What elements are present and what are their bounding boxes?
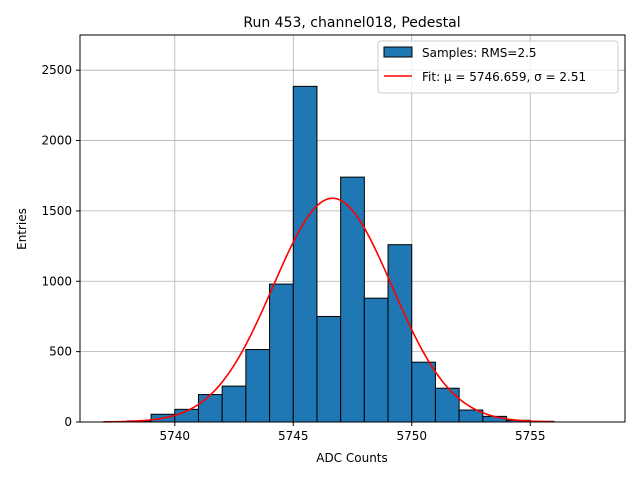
histogram-bar (245, 349, 271, 423)
legend-label-fit: Fit: μ = 5746.659, σ = 2.51 (422, 70, 586, 84)
y-tick-label: 1000 (41, 274, 72, 288)
y-axis-ticks: 0 500 1000 1500 2000 2500 (41, 63, 80, 429)
legend: Samples: RMS=2.5 Fit: μ = 5746.659, σ = … (377, 40, 619, 94)
y-tick-label: 0 (64, 415, 72, 429)
y-axis-label: Entries (15, 208, 29, 250)
histogram-bar (316, 315, 342, 423)
x-axis-ticks: 5740 5745 5750 5755 (160, 422, 546, 443)
histogram-bar (221, 385, 247, 423)
histogram-bar (411, 361, 436, 423)
histogram-bar (269, 283, 294, 423)
x-tick-label: 5745 (278, 429, 309, 443)
histogram-bar (387, 244, 413, 423)
y-tick-label: 500 (49, 345, 72, 359)
chart-title: Run 453, channel018, Pedestal (243, 15, 460, 31)
y-tick-label: 2000 (41, 134, 72, 148)
histogram-bar (434, 387, 460, 423)
histogram-bar (363, 297, 389, 423)
histogram-bar (197, 394, 223, 423)
fit-curve-group (103, 197, 554, 423)
legend-box (377, 40, 619, 94)
fit-curve (103, 197, 554, 423)
y-tick-label: 2500 (41, 63, 72, 77)
x-tick-label: 5755 (515, 429, 546, 443)
histogram-bar (292, 85, 318, 423)
x-tick-label: 5740 (160, 429, 191, 443)
x-tick-label: 5750 (396, 429, 427, 443)
histogram-bar (340, 176, 365, 423)
plot-frame (79, 34, 626, 423)
legend-label-samples: Samples: RMS=2.5 (422, 46, 537, 60)
y-tick-label: 1500 (41, 204, 72, 218)
x-axis-label: ADC Counts (316, 451, 388, 465)
legend-swatch-samples (383, 46, 413, 58)
